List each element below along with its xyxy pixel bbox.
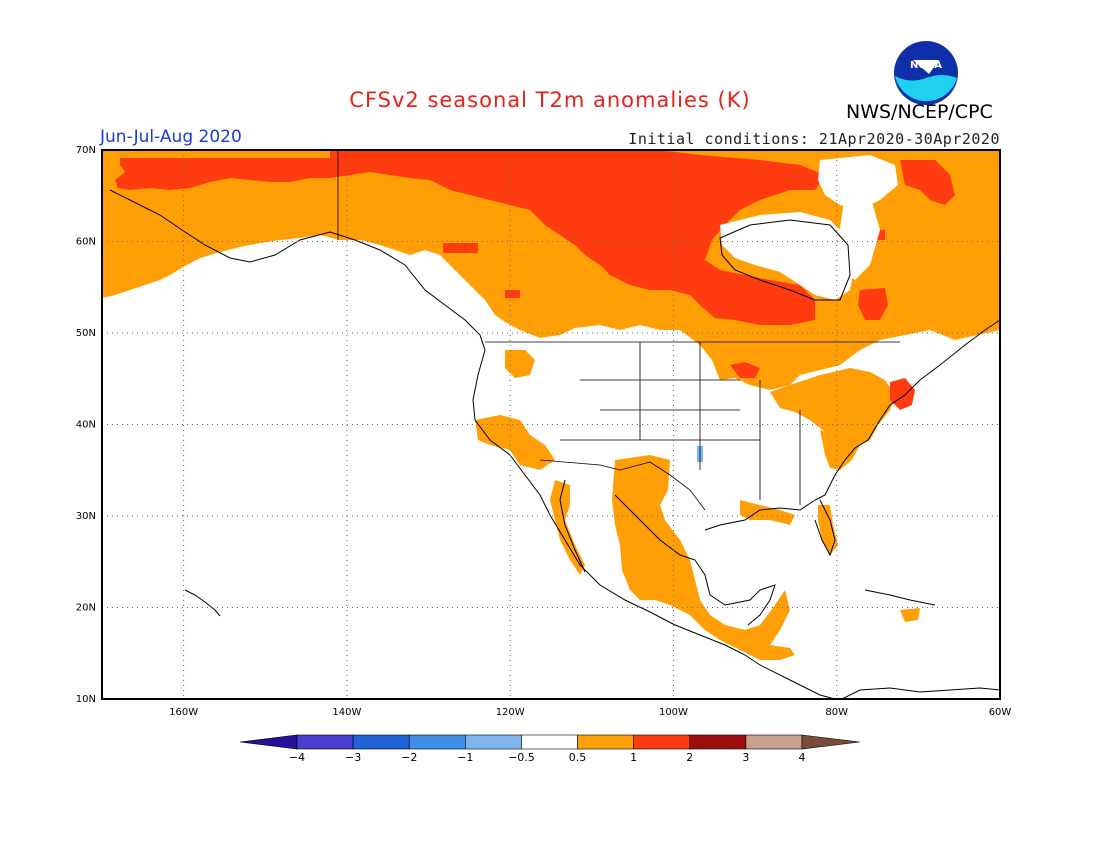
colorbar-label: −2: [401, 751, 417, 764]
colorbar: −4 −3 −2 −1 −0.5 0.5 1 2 3 4: [239, 734, 861, 764]
anomaly-red-north: [115, 150, 825, 325]
colorbar-label: −1: [457, 751, 473, 764]
lon-tick-labels: 160W 140W 120W 100W 80W 60W: [169, 707, 1011, 718]
colorbar-label: −4: [289, 751, 305, 764]
anomaly-red-quebec: [858, 288, 888, 320]
lat-tick-label: 30N: [76, 511, 96, 522]
noaa-logo-icon: NOAA: [894, 41, 958, 105]
colorbar-box: [465, 734, 522, 750]
agency-label: NWS/NCEP/CPC: [846, 101, 993, 123]
colorbar-box: [745, 734, 803, 750]
lat-tick-label: 20N: [76, 603, 96, 614]
lon-tick-label: 60W: [989, 707, 1012, 718]
normal-hudson-bay: [720, 212, 855, 300]
lat-tick-labels: 10N 20N 30N 40N 50N 60N 70N: [76, 145, 96, 705]
anomaly-orange-california: [475, 415, 555, 470]
colorbar-label: −3: [345, 751, 361, 764]
lat-tick-label: 50N: [76, 328, 96, 339]
anomaly-red-east-canada: [900, 160, 955, 205]
anomaly-orange-gulf: [740, 500, 795, 525]
anomaly-red-spot-3: [873, 230, 885, 240]
coastlines: [109, 189, 1000, 699]
colorbar-box: [521, 734, 578, 750]
colorbar-box: [689, 734, 747, 750]
lon-tick-label: 140W: [332, 707, 361, 718]
anomaly-orange-caribbean: [900, 608, 920, 622]
colorbar-box: [296, 734, 354, 750]
lon-tick-label: 160W: [169, 707, 198, 718]
forecast-period: Jun-Jul-Aug 2020: [100, 127, 242, 147]
lat-tick-label: 10N: [76, 694, 96, 705]
anomaly-orange-pacificnw: [505, 350, 535, 378]
map-frame: [101, 149, 1001, 700]
anomaly-red-newengland: [890, 378, 915, 410]
anomaly-red-spot: [443, 243, 478, 253]
colorbar-max-arrow: [801, 734, 861, 750]
anomaly-orange-north: [102, 150, 1000, 390]
anomaly-orange-greatlakes: [770, 368, 895, 445]
colorbar-label: 2: [686, 751, 693, 764]
colorbar-min-arrow: [239, 734, 298, 750]
colorbar-box: [408, 734, 466, 750]
colorbar-label: 0.5: [569, 751, 587, 764]
lat-tick-label: 70N: [76, 145, 96, 156]
normal-arctic-gap: [818, 155, 898, 210]
lon-tick-label: 120W: [496, 707, 525, 718]
anomaly-orange-eastcoast: [820, 430, 860, 470]
colorbar-box: [577, 734, 634, 750]
anomaly-orange-baja: [550, 480, 585, 575]
colorbar-box: [633, 734, 691, 750]
colorbar-label: −0.5: [508, 751, 535, 764]
colorbar-label: 4: [799, 751, 806, 764]
lon-tick-label: 80W: [825, 707, 848, 718]
colorbar-label: 1: [630, 751, 637, 764]
anomaly-red-spot-2: [505, 290, 520, 298]
lat-tick-label: 40N: [76, 420, 96, 431]
svg-text:NOAA: NOAA: [910, 60, 942, 71]
initial-conditions: Initial conditions: 21Apr2020-30Apr2020: [628, 130, 1000, 148]
boundaries: [337, 150, 900, 511]
anomaly-orange-florida: [818, 505, 838, 555]
anomaly-red-lakes: [730, 362, 760, 378]
colorbar-label: 3: [742, 751, 749, 764]
anomaly-field: [102, 150, 1000, 660]
lon-tick-label: 100W: [659, 707, 688, 718]
anomaly-orange-mexico: [612, 455, 795, 660]
lat-tick-label: 60N: [76, 237, 96, 248]
map-title: CFSv2 seasonal T2m anomalies (K): [349, 88, 751, 112]
colorbar-box: [352, 734, 410, 750]
